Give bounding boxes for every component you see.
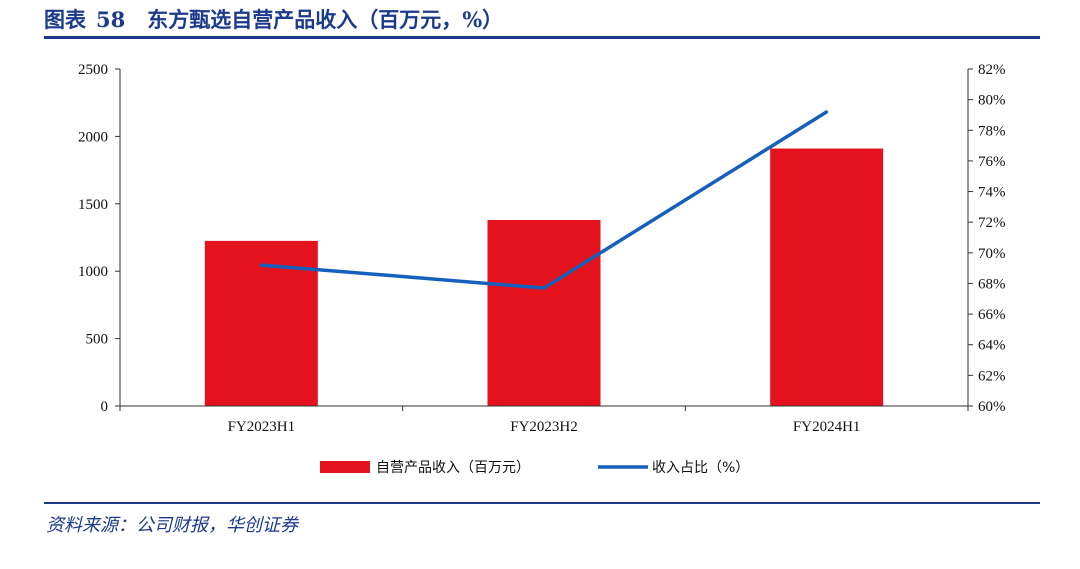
line-point [542,286,546,290]
figure-title: 图表 58 东方甄选自营产品收入（百万元，%） [44,4,503,34]
figure-number: 58 [96,7,126,32]
y-right-tick-label: 74% [978,185,1006,201]
y-left-tick-label: 1000 [78,264,108,280]
y-right-tick-label: 72% [978,215,1006,231]
legend-line-label: 收入占比（%） [652,460,749,476]
line-point [825,110,829,114]
figure-title-text: 东方甄选自营产品收入（百万元，%） [147,7,504,32]
y-right-tick-label: 76% [978,154,1006,170]
y-left-tick-label: 2000 [78,129,108,145]
y-right-tick-label: 82% [978,62,1006,78]
line-point [259,263,263,267]
bar [487,219,601,406]
x-tick-label: FY2023H1 [228,419,296,435]
y-right-tick-label: 78% [978,123,1006,139]
x-tick-label: FY2023H2 [510,419,578,435]
legend-bar-swatch [320,461,370,473]
title-rule [44,36,1040,39]
y-right-tick-label: 64% [978,338,1006,354]
y-right-tick-label: 66% [978,307,1006,323]
chart: 0 500 1000 1500 2000 2500 60% 62% 64% 66% 68% 70% 72… [78,62,1006,476]
source-note: 资料来源：公司财报，华创证券 [46,515,298,536]
y-right-tick-label: 80% [978,93,1006,109]
y-left-tick-label: 0 [101,399,109,415]
y-left-tick-label: 2500 [78,62,108,78]
source-rule [44,502,1040,504]
legend-bar-label: 自营产品收入（百万元） [376,460,530,476]
x-tick-label: FY2024H1 [793,419,861,435]
y-right-tick-label: 70% [978,246,1006,262]
y-right-tick-label: 60% [978,399,1006,415]
y-right-tick-label: 68% [978,276,1006,292]
y-right-tick-label: 62% [978,368,1006,384]
y-left-tick-label: 500 [86,332,109,348]
figure-label: 图表 [44,7,86,32]
bar [770,148,884,407]
y-left-tick-label: 1500 [78,197,108,213]
